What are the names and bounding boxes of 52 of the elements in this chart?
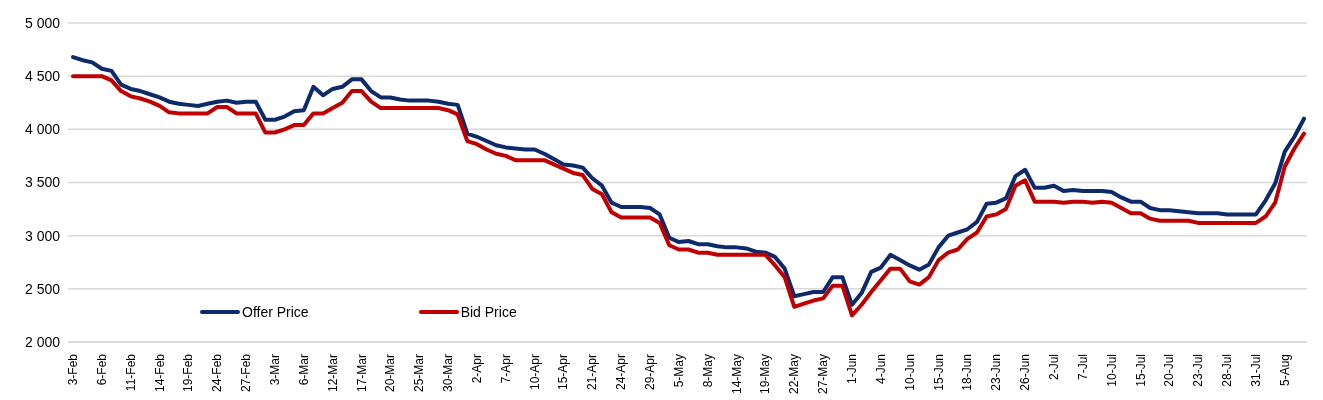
x-tick-label: 4-Jun — [873, 354, 888, 385]
x-tick-label: 19-May — [758, 354, 773, 395]
y-tick-label: 3 500 — [24, 174, 61, 191]
x-tick-label: 14-May — [729, 354, 744, 395]
legend-label: Offer Price — [242, 304, 309, 320]
x-tick-label: 7-Jul — [1075, 354, 1090, 381]
y-tick-label: 2 000 — [24, 333, 61, 350]
x-tick-label: 5-Aug — [1277, 354, 1292, 387]
x-tick-label: 15-Apr — [556, 354, 571, 391]
x-tick-label: 12-Mar — [325, 354, 340, 393]
y-tick-label: 4 500 — [24, 68, 61, 85]
x-tick-label: 3-Mar — [267, 354, 282, 386]
x-tick-label: 8-May — [700, 354, 715, 388]
x-tick-label: 23-Jul — [1191, 354, 1206, 387]
x-tick-label: 26-Jun — [1018, 354, 1033, 391]
x-tick-label: 2-Apr — [469, 354, 484, 384]
x-tick-label: 2-Jul — [1046, 354, 1061, 381]
x-tick-label: 18-Jun — [960, 354, 975, 391]
x-tick-label: 19-Feb — [181, 353, 196, 393]
y-tick-label: 4 000 — [24, 121, 61, 138]
x-tick-label: 6-Feb — [94, 353, 109, 386]
x-tick-label: 6-Mar — [296, 354, 311, 386]
x-tick-label: 20-Jul — [1162, 354, 1177, 387]
x-tick-label: 23-Jun — [989, 354, 1004, 391]
y-tick-label: 3 000 — [24, 227, 61, 244]
x-tick-label: 17-Mar — [354, 354, 369, 393]
legend-label: Bid Price — [460, 304, 517, 320]
x-tick-label: 11-Feb — [123, 353, 138, 392]
x-tick-label: 21-Apr — [585, 354, 600, 391]
x-tick-label: 14-Feb — [152, 353, 167, 393]
x-tick-label: 29-Apr — [643, 354, 658, 391]
x-tick-label: 3-Feb — [66, 353, 80, 386]
x-tick-label: 7-Apr — [498, 354, 513, 384]
x-tick-label: 5-May — [671, 354, 686, 388]
y-tick-label: 2 500 — [24, 280, 61, 297]
x-tick-label: 10-Jun — [902, 354, 917, 391]
x-tick-label: 27-May — [816, 354, 831, 395]
x-tick-label: 27-Feb — [239, 353, 254, 393]
x-tick-label: 1-Jun — [844, 354, 859, 385]
x-tick-label: 20-Mar — [383, 354, 398, 393]
x-tick-label: 22-May — [787, 354, 802, 395]
x-tick-label: 24-Feb — [210, 353, 225, 393]
x-tick-label: 30-Mar — [441, 354, 456, 393]
x-tick-label: 24-Apr — [614, 354, 629, 391]
x-tick-label: 10-Apr — [527, 354, 542, 391]
x-tick-label: 31-Jul — [1248, 354, 1263, 387]
x-tick-label: 15-Jun — [931, 354, 946, 391]
x-tick-label: 25-Mar — [412, 354, 427, 393]
y-tick-label: 5 000 — [24, 14, 61, 31]
x-tick-label: 28-Jul — [1220, 354, 1235, 387]
x-tick-label: 15-Jul — [1133, 354, 1148, 387]
x-tick-label: 10-Jul — [1104, 354, 1119, 387]
